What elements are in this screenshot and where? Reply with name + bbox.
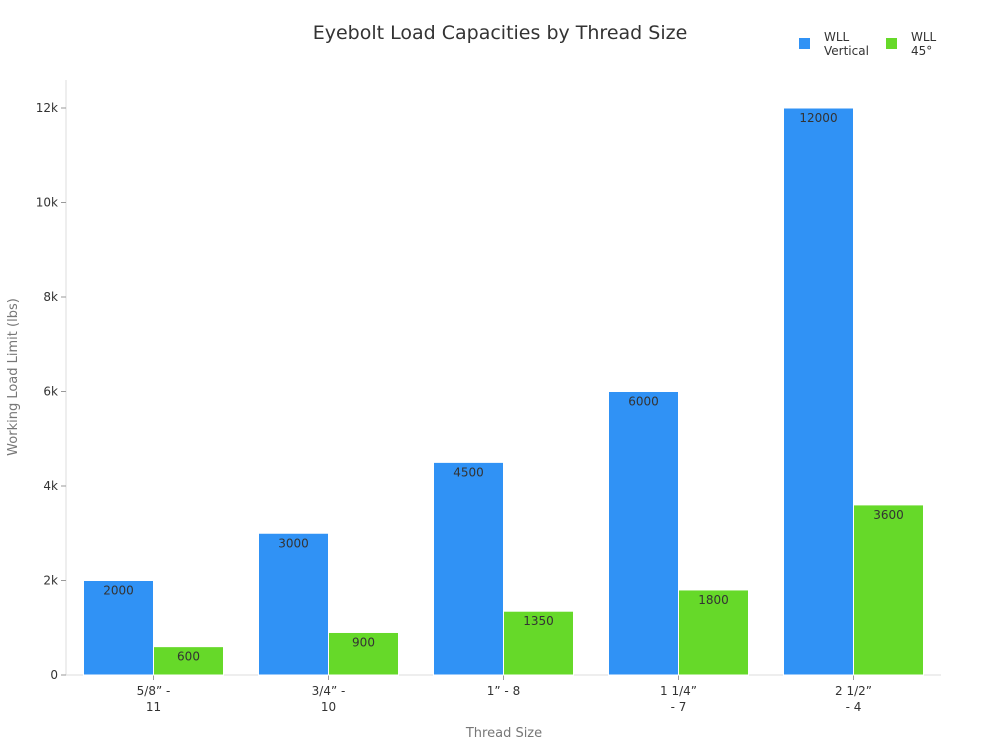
bar[interactable] <box>608 391 679 676</box>
y-tick-label: 0 <box>50 668 58 682</box>
bar[interactable] <box>433 461 504 676</box>
y-tick-label: 12k <box>36 101 58 115</box>
y-tick-label: 2k <box>43 574 58 588</box>
legend-swatch <box>886 38 897 49</box>
y-axis-label: Working Load Limit (lbs) <box>6 298 21 456</box>
x-axis-label: Thread Size <box>465 726 542 741</box>
legend-label: WLL Vertical <box>824 30 869 58</box>
legend-swatch <box>799 38 810 49</box>
data-label: 2000 <box>103 584 134 598</box>
y-tick-label: 10k <box>36 196 58 210</box>
bar[interactable] <box>153 646 224 676</box>
bar[interactable] <box>328 631 399 676</box>
data-label: 900 <box>352 635 375 649</box>
legend-item[interactable]: WLL 45° <box>886 30 937 58</box>
data-label: 3000 <box>278 536 309 550</box>
x-tick-label: 2 1/2” - 4 <box>835 684 872 714</box>
data-label: 6000 <box>628 395 659 409</box>
x-tick-label: 5/8” -11 <box>137 684 171 714</box>
data-label: 600 <box>177 650 200 664</box>
x-tick-label: 3/4” -10 <box>312 684 346 714</box>
legend-item[interactable]: WLL Vertical <box>799 30 869 58</box>
y-tick-label: 8k <box>43 290 58 304</box>
bar[interactable] <box>678 589 749 676</box>
bar[interactable] <box>83 580 154 676</box>
data-label: 3600 <box>873 508 904 522</box>
bar[interactable] <box>853 504 924 676</box>
x-tick-label: 1” - 8 <box>487 684 520 698</box>
data-label: 1350 <box>523 614 554 628</box>
bar[interactable] <box>258 532 329 676</box>
data-label: 4500 <box>453 465 484 479</box>
y-tick-label: 4k <box>43 479 58 493</box>
chart-title: Eyebolt Load Capacities by Thread Size <box>313 22 688 44</box>
legend-label: WLL 45° <box>911 30 937 58</box>
bar[interactable] <box>503 610 574 676</box>
bar[interactable] <box>783 107 854 676</box>
y-tick-label: 6k <box>43 385 58 399</box>
data-label: 1800 <box>698 593 729 607</box>
x-tick-label: 1 1/4” - 7 <box>660 684 697 714</box>
data-label: 12000 <box>799 111 837 125</box>
